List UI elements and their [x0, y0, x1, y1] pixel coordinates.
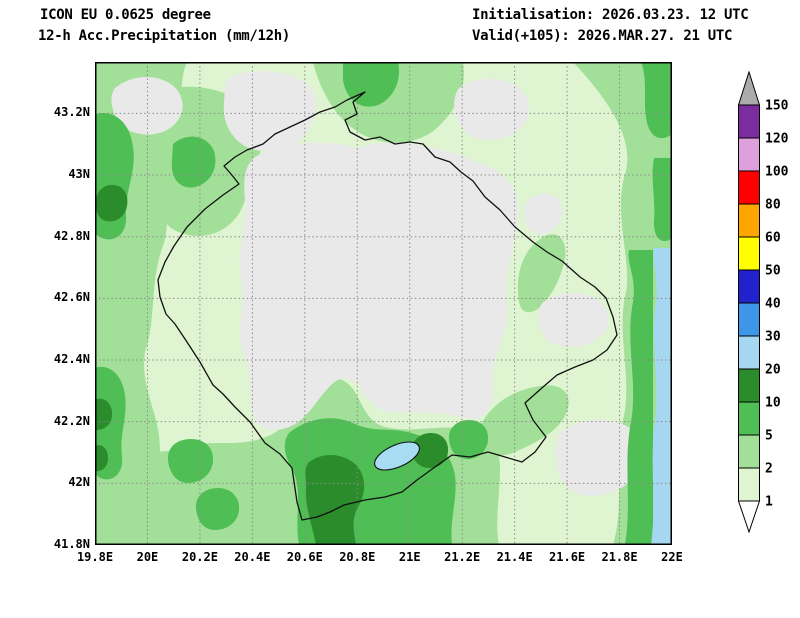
colorbar-band	[738, 137, 760, 172]
y-tick-label: 42.2N	[53, 413, 90, 428]
band-20-30-east-strip	[651, 248, 672, 545]
colorbar-band	[738, 203, 760, 238]
x-tick-label: 21.8E	[601, 550, 638, 564]
colorbar-band	[738, 401, 760, 436]
x-tick-label: 19.8E	[76, 550, 114, 564]
band-10-20-west-core-a	[96, 184, 128, 222]
colorbar-label: 40	[765, 297, 781, 312]
dry-eastmid-spot	[523, 193, 563, 235]
colorbar-label: 1	[765, 495, 773, 510]
colorbar-label: 2	[765, 462, 773, 477]
x-tick-label: 20.4E	[234, 550, 271, 564]
dry-central-region	[239, 142, 519, 430]
colorbar-label: 30	[765, 330, 781, 345]
dry-topright-patch	[454, 78, 529, 140]
x-tick-label: 20.6E	[286, 550, 323, 564]
colorbar-band	[738, 170, 760, 205]
y-tick-label: 42.4N	[53, 352, 90, 367]
dry-topleft-patch	[111, 77, 183, 135]
band-5-10-south-spot	[448, 420, 489, 460]
band-10-20-west-core-c	[95, 445, 108, 472]
valid-time-label: Valid(+105): 2026.MAR.27. 21 UTC	[472, 28, 733, 44]
x-tick-label: 21E	[398, 550, 421, 564]
colorbar-band	[738, 434, 760, 469]
colorbar-label: 60	[765, 231, 781, 246]
colorbar-over-triangle	[737, 70, 761, 106]
dry-southeast-patch	[555, 419, 643, 496]
band-5-10-bottomleft-b	[195, 488, 240, 530]
y-tick-label: 42.8N	[53, 228, 90, 243]
initialisation-label: Initialisation: 2026.03.23. 12 UTC	[472, 7, 749, 23]
precipitation-colorbar: 150 120 100 80 60 50 40 30 20 10 5 2 1	[737, 70, 800, 537]
colorbar-label: 100	[765, 165, 789, 180]
y-tick-label: 43.2N	[53, 105, 90, 120]
colorbar-band	[738, 104, 760, 139]
band-5-10-bottomleft-a	[167, 439, 214, 483]
x-tick-label: 20.8E	[339, 550, 376, 564]
band-10-20-south-core	[305, 454, 365, 545]
colorbar-label: 50	[765, 264, 781, 279]
grid-layer	[95, 62, 672, 545]
colorbar-svg: 150 120 100 80 60 50 40 30 20 10 5 2 1	[737, 70, 789, 534]
band-10-20-south-spot	[411, 433, 449, 469]
colorbar-label: 120	[765, 132, 789, 147]
band-under-1-regions	[111, 70, 643, 496]
y-tick-label: 41.8N	[53, 536, 90, 551]
colorbar-label: 5	[765, 429, 773, 444]
precipitation-map-svg	[95, 62, 672, 545]
x-tick-label: 21.6E	[549, 550, 586, 564]
colorbar-label: 10	[765, 396, 781, 411]
colorbar-band	[738, 335, 760, 370]
band-10-20-west-core-b	[95, 398, 113, 430]
model-title: ICON EU 0.0625 degree	[40, 7, 211, 23]
colorbar-band	[738, 269, 760, 304]
band-2-5-east-separator	[517, 234, 566, 313]
colorbar-band	[738, 368, 760, 403]
band-5-10-northeast-corner	[641, 62, 672, 139]
colorbar-label: 150	[765, 99, 789, 114]
country-border-outline	[157, 91, 618, 521]
y-tick-label: 43N	[68, 167, 90, 182]
y-tick-label: 42.6N	[53, 290, 90, 305]
dry-east-patch	[538, 293, 609, 348]
colorbar-label: 80	[765, 198, 781, 213]
y-tick-label: 42N	[68, 475, 90, 490]
colorbar-band	[738, 467, 760, 502]
band-5-10-east-strip	[625, 250, 653, 545]
map-frame	[95, 62, 672, 545]
x-tick-label: 21.2E	[444, 550, 481, 564]
lake	[374, 441, 420, 471]
band-10-20-regions	[95, 184, 449, 545]
x-tick-label: 21.4E	[496, 550, 533, 564]
x-tick-label: 20.2E	[181, 550, 218, 564]
x-tick-label: 20E	[136, 550, 159, 564]
band-5-10-northwest-spot	[171, 136, 216, 188]
dry-topcentre-patch	[223, 70, 317, 152]
band-5-10-east-edge-spot	[652, 158, 672, 242]
colorbar-band	[738, 302, 760, 337]
product-title: 12-h Acc.Precipitation (mm/12h)	[38, 28, 290, 44]
colorbar-under-triangle	[737, 500, 761, 534]
colorbar-label: 20	[765, 363, 781, 378]
x-tick-label: 22E	[661, 550, 683, 564]
map-area	[95, 62, 672, 545]
colorbar-band	[738, 236, 760, 271]
band-2-5-southeast-connector	[478, 385, 569, 456]
